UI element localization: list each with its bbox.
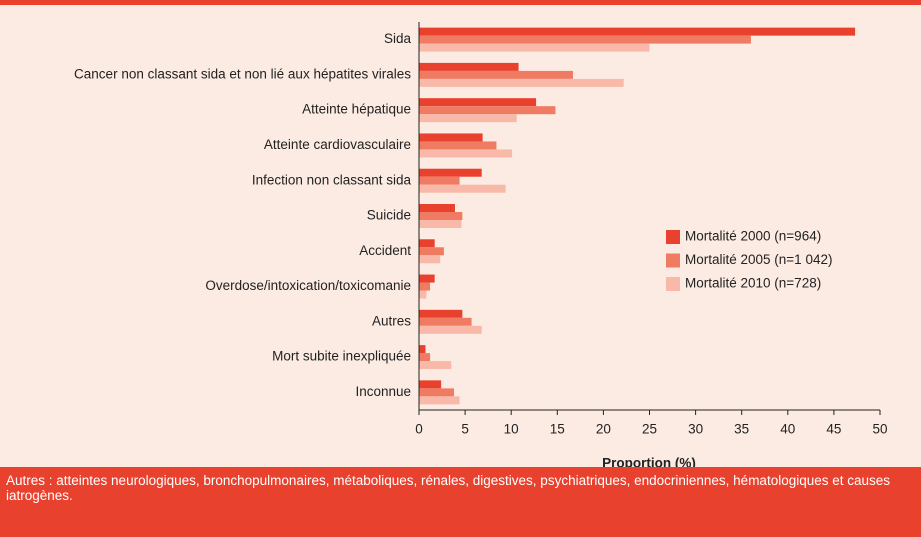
- bar: [419, 133, 483, 142]
- bar: [419, 325, 482, 334]
- bar: [419, 282, 431, 291]
- x-tick-label: 15: [550, 422, 565, 437]
- y-tick-label: Inconnue: [355, 384, 411, 399]
- x-tick-label: 50: [872, 422, 887, 437]
- bar: [419, 184, 506, 193]
- x-tick-label: 35: [734, 422, 749, 437]
- bar: [419, 290, 427, 299]
- chart: Proportion (%) Sida Cancer non classant s…: [0, 0, 921, 467]
- bar: [419, 274, 435, 283]
- bar: [419, 239, 435, 248]
- y-tick-label: Suicide: [367, 208, 411, 223]
- bar: [419, 345, 426, 354]
- bar: [419, 361, 452, 370]
- bar: [419, 255, 441, 264]
- legend-swatch: [666, 277, 680, 291]
- bar: [419, 317, 472, 326]
- x-axis-title: Proportion (%): [602, 456, 696, 467]
- y-tick-label: Atteinte cardiovasculaire: [264, 137, 411, 152]
- x-tick-label: 20: [596, 422, 611, 437]
- y-tick-label: Autres: [372, 313, 411, 328]
- footnote: Autres : atteintes neurologiques, bronch…: [0, 467, 921, 537]
- x-tick-label: 30: [688, 422, 703, 437]
- x-tick-label: 25: [642, 422, 657, 437]
- y-tick-label: Accident: [359, 243, 411, 258]
- bar: [419, 220, 462, 228]
- bar: [419, 247, 444, 256]
- bar: [419, 176, 460, 185]
- bar: [419, 380, 442, 389]
- legend-swatch: [666, 230, 680, 244]
- bar: [419, 141, 497, 150]
- x-tick-label: 5: [461, 422, 469, 437]
- bar: [419, 78, 624, 87]
- x-tick-label: 0: [415, 422, 423, 437]
- bar: [419, 98, 537, 107]
- x-tick-label: 40: [780, 422, 795, 437]
- bar: [419, 168, 482, 177]
- bar: [419, 43, 650, 52]
- y-tick-label: Infection non classant sida: [252, 172, 412, 187]
- bar: [419, 388, 455, 397]
- y-tick-label: Cancer non classant sida et non lié aux …: [74, 66, 411, 81]
- y-tick-label: Mort subite inexpliquée: [272, 349, 411, 364]
- top-band: [0, 0, 921, 5]
- legend-label: Mortalité 2005 (n=1 042): [685, 252, 832, 267]
- bar: [419, 212, 463, 220]
- bar: [419, 27, 856, 36]
- x-tick-label: 45: [826, 422, 841, 437]
- y-tick-label: Sida: [384, 31, 412, 46]
- bar: [419, 396, 460, 405]
- bar: [419, 70, 573, 79]
- bar: [419, 353, 431, 362]
- bar: [419, 35, 751, 44]
- bar: [419, 204, 455, 212]
- bar: [419, 149, 513, 158]
- legend-swatch: [666, 253, 680, 268]
- y-tick-label: Atteinte hépatique: [302, 102, 411, 117]
- x-tick-label: 10: [504, 422, 519, 437]
- bar: [419, 106, 556, 115]
- y-tick-label: Overdose/intoxication/toxicomanie: [205, 278, 411, 293]
- bar: [419, 114, 517, 123]
- bar: [419, 62, 519, 71]
- legend-label: Mortalité 2010 (n=728): [685, 276, 821, 291]
- bar: [419, 309, 463, 318]
- legend-label: Mortalité 2000 (n=964): [685, 229, 821, 244]
